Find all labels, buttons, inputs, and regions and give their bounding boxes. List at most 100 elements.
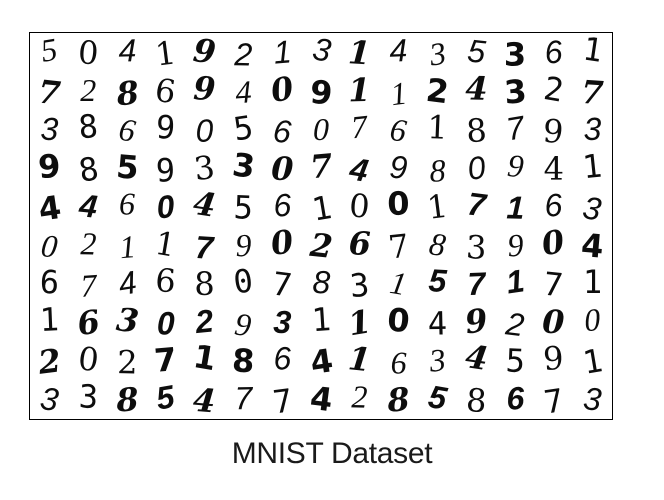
handwritten-digit: 9: [234, 226, 253, 264]
handwritten-digit: 7: [270, 264, 294, 306]
handwritten-digit: 3: [77, 377, 99, 416]
handwritten-digit: 8: [464, 111, 488, 151]
handwritten-digit: 9: [232, 305, 254, 344]
handwritten-digit: 2: [80, 72, 97, 109]
handwritten-digit: 6: [390, 344, 407, 381]
handwritten-digit: 4: [464, 69, 488, 108]
handwritten-digit: 0: [76, 33, 100, 73]
handwritten-digit: 9: [36, 146, 62, 186]
handwritten-digit: 3: [309, 30, 334, 70]
handwritten-digit: 4: [427, 304, 448, 343]
handwritten-digit: 5: [153, 378, 178, 417]
handwritten-digit: 8: [194, 264, 216, 304]
handwritten-digit: 8: [426, 225, 449, 264]
handwritten-digit: 0: [270, 149, 294, 188]
handwritten-digit: 9: [388, 148, 409, 186]
handwritten-digit: 7: [465, 185, 488, 224]
handwritten-digit: 5: [38, 30, 60, 70]
handwritten-digit: 9: [542, 339, 566, 379]
handwritten-digit: 3: [37, 379, 61, 418]
handwritten-digit: 1: [505, 189, 525, 227]
handwritten-digit: 3: [114, 300, 141, 341]
handwritten-digit: 5: [427, 262, 448, 300]
handwritten-digit: 2: [234, 36, 253, 73]
handwritten-digit: 8: [428, 151, 447, 189]
handwritten-digit: 9: [308, 72, 334, 113]
handwritten-digit: 9: [155, 108, 177, 148]
handwritten-digit: 3: [581, 380, 604, 418]
handwritten-digit: 0: [386, 184, 411, 224]
handwritten-digit: 1: [190, 337, 220, 379]
handwritten-digit: 6: [505, 379, 525, 417]
handwritten-digit: 7: [270, 381, 295, 422]
handwritten-digit: 1: [582, 263, 603, 302]
handwritten-digit: 0: [156, 305, 175, 342]
handwritten-digit: 6: [348, 224, 371, 263]
handwritten-digit: 9: [505, 146, 526, 185]
handwritten-digit: 7: [79, 267, 98, 305]
handwritten-digit: 1: [580, 29, 606, 71]
handwritten-digit: 3: [230, 145, 258, 186]
handwritten-digit: 5: [504, 341, 526, 381]
handwritten-digit: 1: [310, 299, 332, 340]
handwritten-digit: 6: [115, 111, 138, 150]
handwritten-digit: 5: [114, 147, 140, 187]
handwritten-digit: 5: [465, 32, 487, 71]
handwritten-digit: 7: [308, 146, 334, 187]
handwritten-digit: 4: [388, 32, 409, 70]
handwritten-digit: 1: [387, 264, 410, 303]
handwritten-digit: 1: [348, 70, 372, 110]
handwritten-digit: 6: [272, 187, 293, 225]
handwritten-digit: 0: [542, 302, 566, 342]
handwritten-digit: 6: [39, 263, 60, 302]
handwritten-digit: 8: [385, 379, 412, 420]
handwritten-digit: 0: [195, 112, 215, 150]
handwritten-digit: 1: [347, 33, 373, 73]
handwritten-digit: 1: [503, 262, 527, 301]
handwritten-digit: 8: [114, 380, 140, 420]
handwritten-digit: 2: [116, 343, 138, 382]
handwritten-digit: 0: [267, 68, 297, 110]
handwritten-digit: 1: [580, 146, 604, 187]
handwritten-digit: 7: [349, 108, 370, 146]
handwritten-digit: 5: [232, 188, 254, 228]
handwritten-digit: 4: [191, 380, 218, 421]
handwritten-digit: 3: [272, 303, 292, 341]
handwritten-digit: 9: [541, 111, 566, 152]
handwritten-digit: 9: [155, 151, 176, 190]
figure-caption: MNIST Dataset: [231, 437, 433, 470]
handwritten-digit: 2: [423, 70, 451, 112]
handwritten-digit: 0: [539, 221, 568, 264]
handwritten-digit: 2: [503, 305, 526, 344]
handwritten-digit: 4: [77, 187, 99, 226]
handwritten-digit: 1: [426, 108, 449, 148]
handwritten-digit: 4: [462, 337, 491, 379]
handwritten-digit: 6: [154, 261, 178, 301]
handwritten-digit: 7: [234, 379, 253, 417]
handwritten-digit: 0: [39, 226, 60, 265]
handwritten-digit: 7: [194, 228, 215, 266]
handwritten-digit: 3: [465, 227, 488, 267]
handwritten-digit: 6: [271, 112, 293, 151]
handwritten-digit: 2: [351, 378, 369, 415]
handwritten-digit: 3: [503, 35, 527, 74]
handwritten-digit: 1: [38, 300, 60, 339]
handwritten-digit: 0: [386, 300, 412, 341]
handwritten-digit: 4: [543, 149, 564, 188]
handwritten-digit: 8: [231, 341, 256, 381]
handwritten-digit: 6: [118, 185, 135, 222]
handwritten-digit: 7: [541, 381, 567, 422]
handwritten-digit: 7: [36, 72, 63, 113]
handwritten-digit: 2: [79, 225, 97, 262]
